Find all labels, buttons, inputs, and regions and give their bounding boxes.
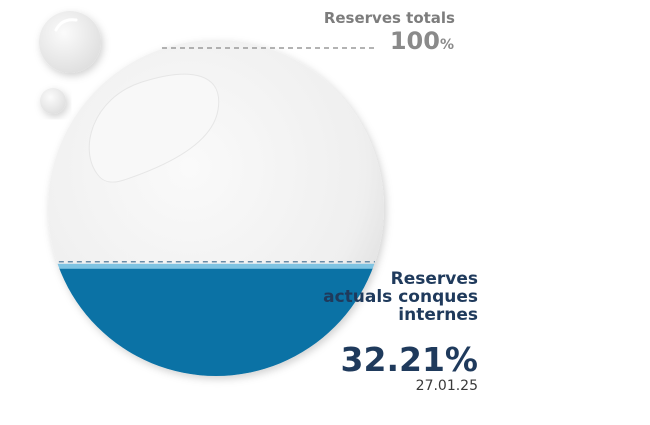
total-reserves-label: Reserves totals: [323, 9, 455, 27]
small-bubble-large-glint: [54, 18, 78, 32]
small-bubble-large: [39, 11, 101, 73]
sphere-highlight: [88, 73, 220, 183]
total-reserves-number: 100: [389, 27, 440, 55]
total-reserves-unit: %: [439, 37, 454, 53]
current-reserves-label: Reserves actuals conques internes: [323, 269, 478, 325]
current-reserves-value: 32.21%: [340, 340, 478, 379]
measurement-date: 27.01.25: [415, 378, 478, 394]
small-bubble-small: [40, 88, 66, 114]
water-surface-line: [48, 263, 384, 269]
total-reserves-value: 100%: [390, 27, 454, 55]
